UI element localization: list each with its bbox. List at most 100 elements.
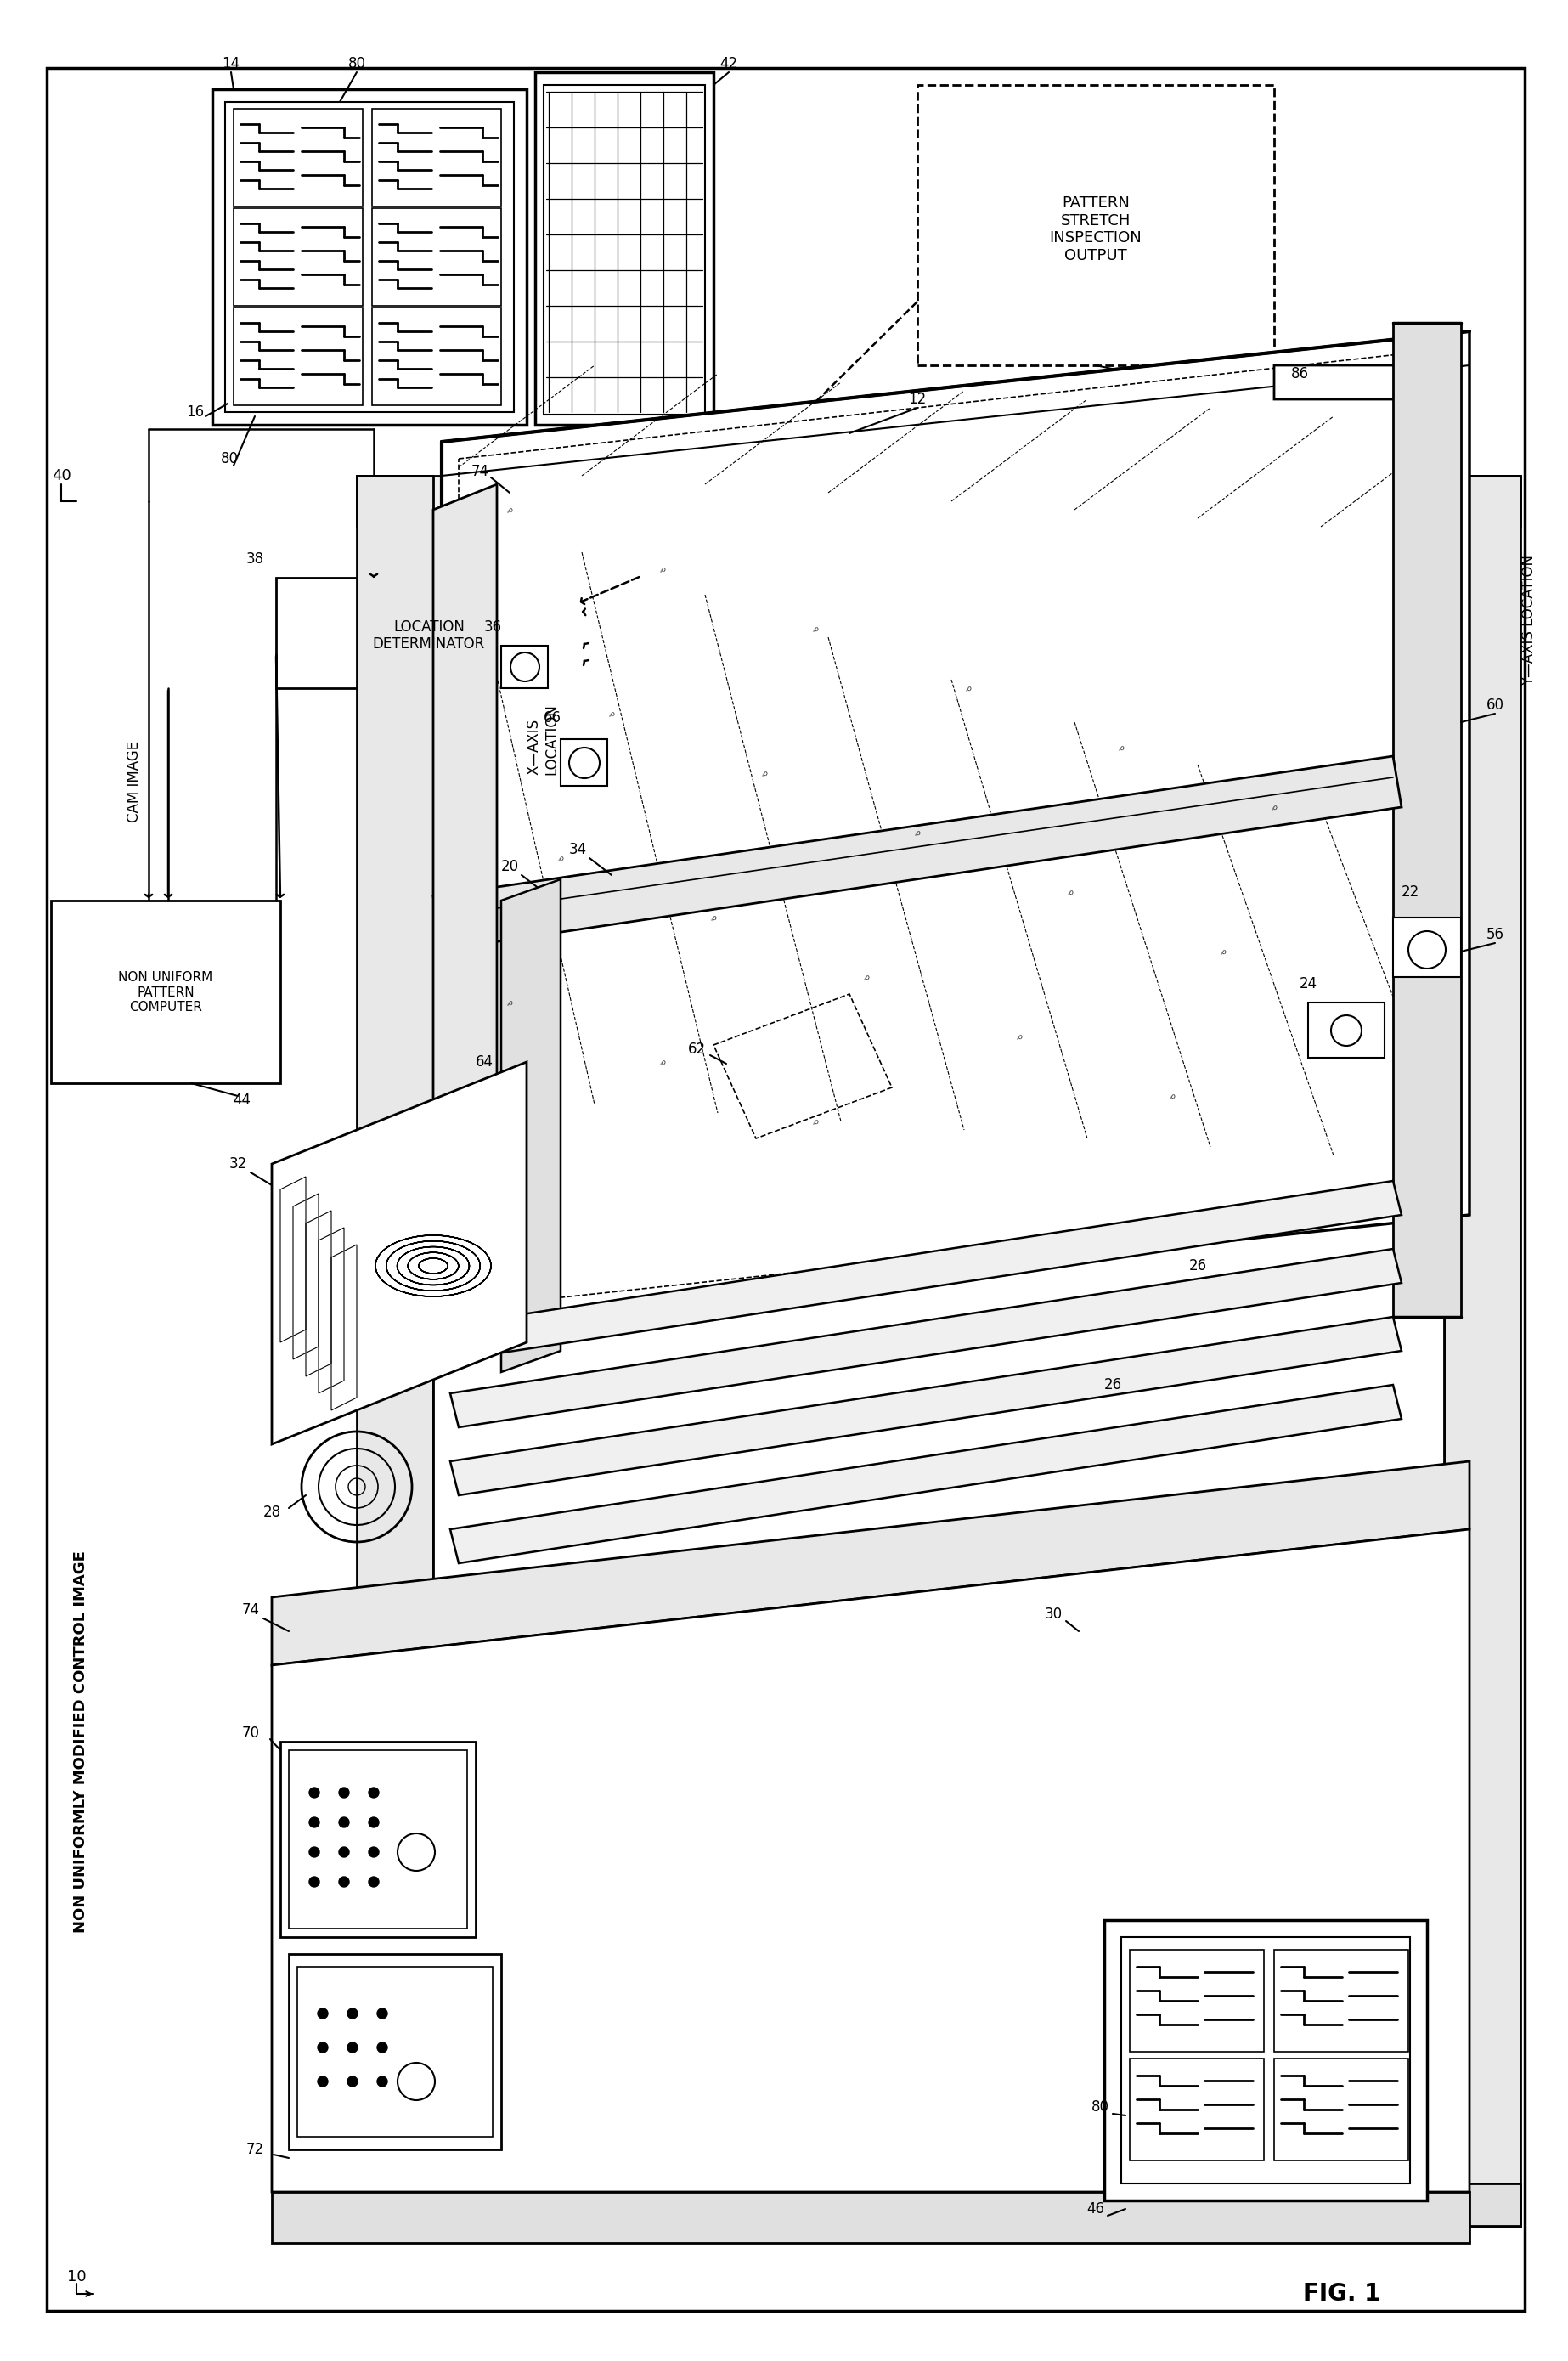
Text: 74: 74: [470, 463, 489, 479]
Circle shape: [368, 1818, 379, 1827]
Polygon shape: [358, 2184, 1521, 2226]
Bar: [52, 900, 281, 1084]
Text: ρ: ρ: [506, 505, 514, 515]
Circle shape: [339, 1787, 350, 1797]
Polygon shape: [271, 1062, 527, 1445]
Text: 32: 32: [229, 1157, 246, 1171]
Circle shape: [378, 2009, 387, 2019]
Circle shape: [339, 1818, 350, 1827]
Text: LOCATION
DETERMINATOR: LOCATION DETERMINATOR: [373, 619, 485, 652]
Text: 80: 80: [221, 451, 238, 467]
Text: 74: 74: [241, 1603, 259, 1617]
Text: 16: 16: [187, 404, 204, 420]
Polygon shape: [358, 477, 433, 2226]
Text: 72: 72: [246, 2141, 263, 2158]
Polygon shape: [433, 756, 1402, 949]
Circle shape: [378, 2042, 387, 2052]
Polygon shape: [271, 1530, 1469, 2191]
Text: ρ: ρ: [1270, 803, 1278, 812]
Text: 66: 66: [543, 711, 561, 725]
Circle shape: [309, 1846, 320, 1858]
Text: Y—AXIS LOCATION: Y—AXIS LOCATION: [1521, 555, 1537, 685]
Text: ρ: ρ: [557, 855, 564, 862]
Polygon shape: [281, 1742, 475, 1936]
Text: FIG. 1: FIG. 1: [1303, 2283, 1381, 2307]
Polygon shape: [535, 73, 713, 425]
Text: NON UNIFORMLY MODIFIED CONTROL IMAGE: NON UNIFORMLY MODIFIED CONTROL IMAGE: [74, 1551, 88, 1934]
Text: 40: 40: [52, 467, 71, 484]
Polygon shape: [289, 1955, 502, 2149]
Text: ρ: ρ: [760, 770, 768, 777]
Text: 24: 24: [1300, 975, 1317, 992]
Circle shape: [348, 2075, 358, 2087]
Bar: [1392, 918, 1461, 977]
Text: 62: 62: [687, 1041, 706, 1058]
Text: 26: 26: [1189, 1258, 1207, 1273]
Text: ρ: ρ: [1016, 1032, 1024, 1041]
Text: 12: 12: [908, 392, 927, 406]
Polygon shape: [1444, 477, 1521, 2226]
Circle shape: [348, 2042, 358, 2052]
Text: ρ: ρ: [1118, 744, 1126, 753]
Text: ρ: ρ: [1066, 888, 1074, 897]
Circle shape: [309, 1818, 320, 1827]
Polygon shape: [502, 878, 561, 1372]
Polygon shape: [358, 477, 1521, 527]
Text: 46: 46: [1087, 2200, 1104, 2217]
Text: ρ: ρ: [659, 564, 666, 574]
Text: ρ: ρ: [812, 1117, 820, 1126]
Polygon shape: [450, 1249, 1402, 1428]
Circle shape: [318, 2042, 328, 2052]
Text: 70: 70: [241, 1726, 259, 1740]
Circle shape: [339, 1846, 350, 1858]
Circle shape: [339, 1877, 350, 1886]
Text: ρ: ρ: [914, 829, 922, 838]
Text: 38: 38: [246, 552, 263, 567]
Polygon shape: [450, 1180, 1402, 1360]
Bar: [561, 739, 607, 786]
Text: 42: 42: [720, 57, 739, 71]
Text: 44: 44: [234, 1093, 251, 1107]
Text: 86: 86: [1290, 366, 1309, 382]
Bar: [1308, 1003, 1385, 1058]
Polygon shape: [212, 90, 527, 425]
Circle shape: [309, 1877, 320, 1886]
Text: X—AXIS
LOCATION: X—AXIS LOCATION: [527, 704, 560, 774]
Polygon shape: [442, 331, 1469, 1325]
Circle shape: [368, 1846, 379, 1858]
Circle shape: [348, 2009, 358, 2019]
Text: ρ: ρ: [608, 708, 616, 718]
Polygon shape: [433, 484, 497, 1350]
Text: 60: 60: [1486, 696, 1504, 713]
Circle shape: [309, 1787, 320, 1797]
Text: ρ: ρ: [506, 999, 514, 1006]
Text: 26: 26: [1104, 1376, 1121, 1393]
Polygon shape: [450, 1386, 1402, 1563]
Text: 20: 20: [500, 859, 519, 874]
Text: 34: 34: [569, 843, 586, 857]
Circle shape: [378, 2075, 387, 2087]
Polygon shape: [271, 1461, 1469, 1665]
Text: ρ: ρ: [964, 685, 972, 692]
Text: ρ: ρ: [862, 973, 870, 982]
Circle shape: [368, 1787, 379, 1797]
Polygon shape: [1392, 323, 1461, 1317]
Text: NON UNIFORM
PATTERN
COMPUTER: NON UNIFORM PATTERN COMPUTER: [119, 970, 213, 1013]
Bar: [502, 645, 547, 687]
Text: 80: 80: [348, 57, 365, 71]
Text: 22: 22: [1400, 885, 1419, 900]
Text: ρ: ρ: [1168, 1091, 1176, 1100]
Text: 14: 14: [223, 57, 240, 71]
Bar: [917, 85, 1275, 366]
Circle shape: [318, 2075, 328, 2087]
Text: ρ: ρ: [659, 1058, 666, 1067]
Text: 56: 56: [1486, 928, 1504, 942]
Text: ρ: ρ: [1220, 947, 1228, 956]
Polygon shape: [1104, 1919, 1427, 2200]
Text: 36: 36: [483, 619, 502, 635]
Text: ρ: ρ: [710, 914, 718, 923]
Text: 30: 30: [1044, 1605, 1062, 1622]
Polygon shape: [450, 1317, 1402, 1495]
Bar: [433, 527, 1444, 2226]
Text: PATTERN
STRETCH
INSPECTION
OUTPUT: PATTERN STRETCH INSPECTION OUTPUT: [1049, 196, 1142, 264]
